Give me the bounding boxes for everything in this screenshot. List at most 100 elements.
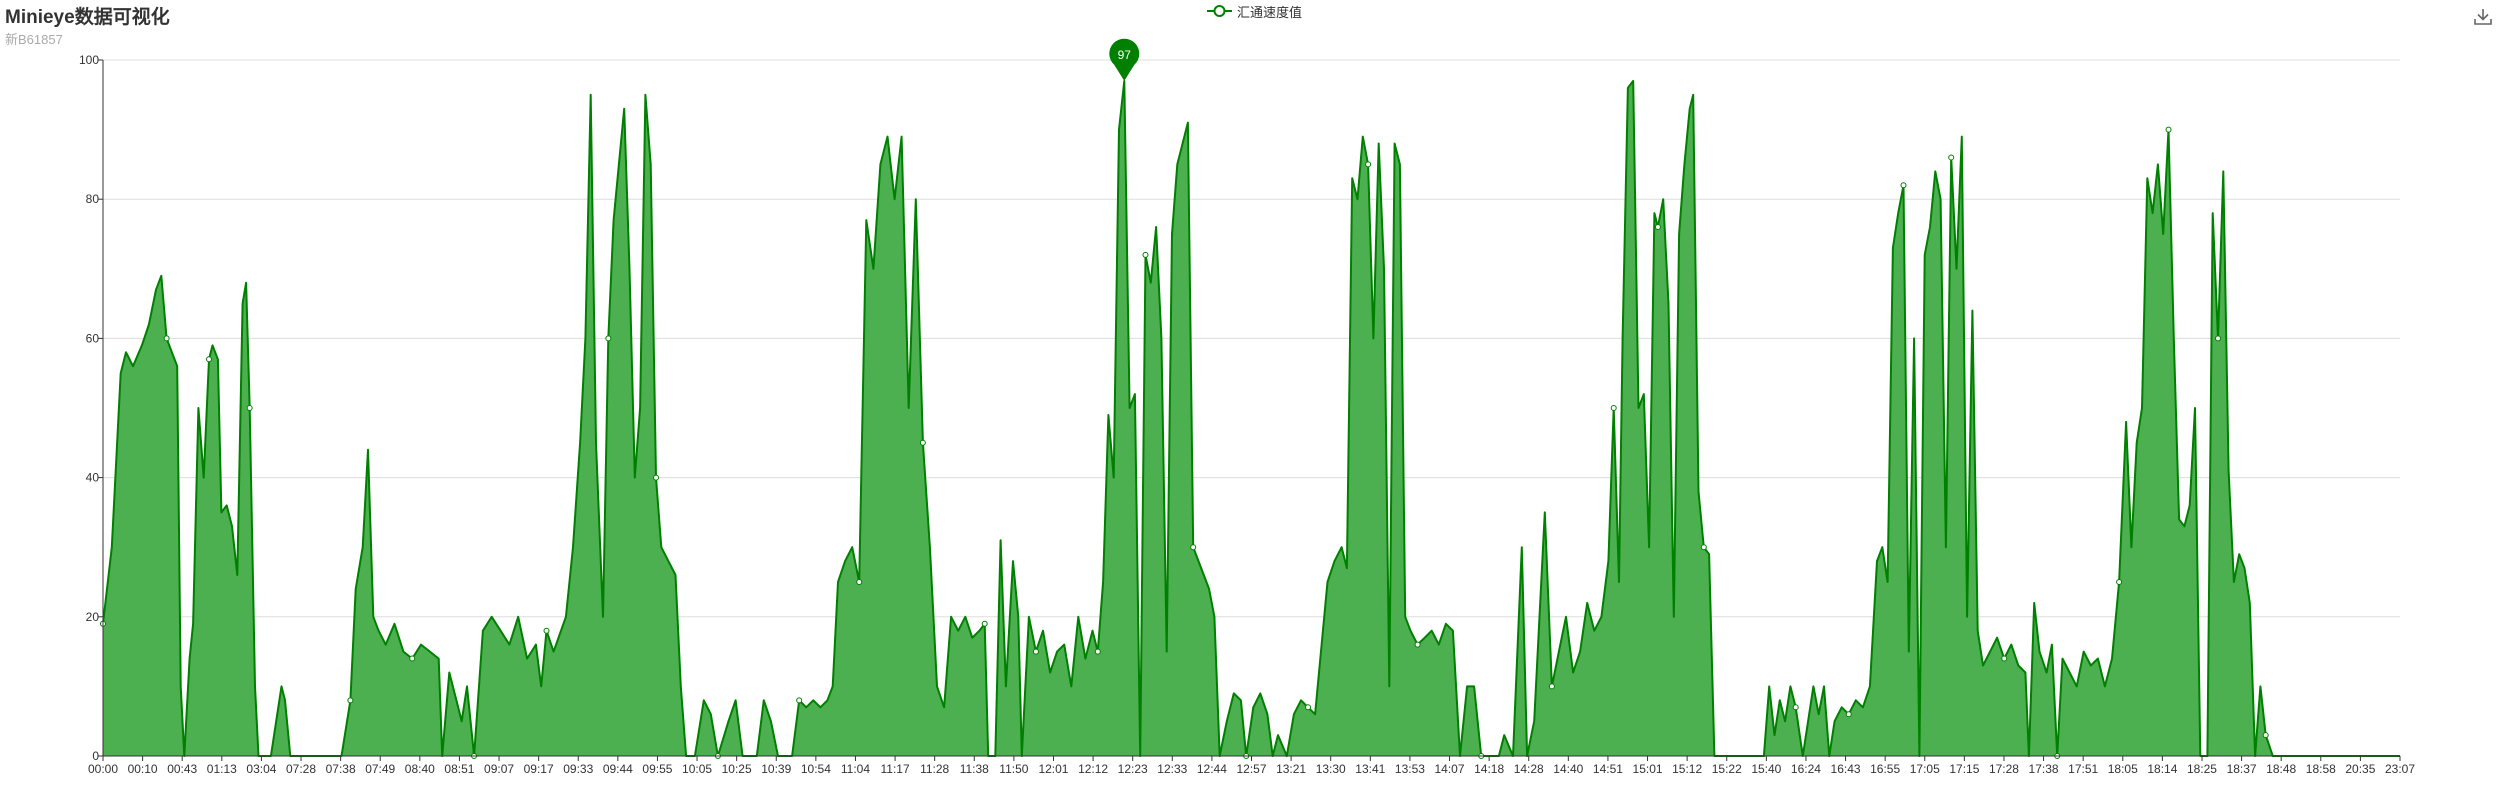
x-tick-label: 15:40 — [1751, 762, 1781, 776]
chart-subtitle: 新B61857 — [5, 32, 63, 47]
series-area — [103, 80, 2400, 756]
download-icon[interactable] — [2472, 6, 2494, 28]
x-tick-label: 11:38 — [960, 762, 989, 776]
x-tick-label: 09:17 — [524, 762, 554, 776]
x-tick-label: 13:53 — [1395, 762, 1425, 776]
data-point — [347, 697, 354, 704]
data-point — [1610, 405, 1617, 411]
max-marker-pin — [1109, 38, 1140, 81]
y-tick-label: 100 — [79, 53, 99, 67]
x-tick-label: 17:38 — [2029, 762, 2059, 776]
y-tick-label: 40 — [86, 471, 100, 485]
data-point — [1548, 683, 1555, 690]
data-point — [246, 405, 253, 411]
data-point — [981, 620, 988, 627]
data-point — [1142, 251, 1149, 258]
data-point — [1365, 161, 1372, 168]
x-tick-label: 15:22 — [1712, 762, 1742, 776]
x-tick-label: 09:44 — [603, 762, 633, 776]
x-tick-label: 09:33 — [563, 762, 593, 776]
x-tick-label: 11:28 — [920, 762, 949, 776]
data-point — [1032, 648, 1039, 655]
data-point — [206, 356, 213, 363]
x-tick-label: 00:43 — [167, 762, 197, 776]
x-tick-label: 12:23 — [1118, 762, 1148, 776]
x-tick-label: 18:48 — [2266, 762, 2296, 776]
x-tick-label: 17:05 — [1910, 762, 1940, 776]
data-point — [1414, 641, 1421, 648]
x-tick-label: 18:37 — [2227, 762, 2257, 776]
x-tick-label: 14:07 — [1435, 762, 1465, 776]
x-tick-label: 14:28 — [1514, 762, 1544, 776]
x-tick-label: 12:57 — [1236, 762, 1266, 776]
x-tick-label: 14:18 — [1474, 762, 1504, 776]
x-tick-label: 12:33 — [1157, 762, 1187, 776]
x-tick-label: 11:50 — [999, 762, 1028, 776]
x-tick-label: 13:41 — [1355, 762, 1385, 776]
x-tick-label: 10:39 — [761, 762, 791, 776]
data-point — [1654, 224, 1661, 231]
x-tick-label: 18:25 — [2187, 762, 2217, 776]
x-tick-label: 12:12 — [1078, 762, 1108, 776]
data-point — [2165, 126, 2172, 133]
x-tick-label: 16:24 — [1791, 762, 1821, 776]
data-point — [2215, 335, 2222, 342]
data-point — [163, 335, 170, 342]
data-point — [1900, 182, 1907, 189]
series-line — [102, 79, 2400, 757]
data-point — [919, 439, 926, 446]
x-tick-label: 12:44 — [1197, 762, 1227, 776]
data-point — [1948, 154, 1955, 161]
x-tick-label: 03:04 — [246, 762, 276, 776]
max-marker-label: 97 — [1118, 48, 1132, 62]
data-point — [1792, 704, 1799, 711]
x-tick-label: 11:17 — [880, 762, 909, 776]
x-tick-label: 20:35 — [2345, 762, 2375, 776]
x-tick-label: 07:49 — [365, 762, 395, 776]
x-tick-label: 17:15 — [1949, 762, 1979, 776]
data-point — [605, 335, 612, 342]
data-point — [1094, 648, 1101, 655]
data-point — [856, 579, 863, 585]
x-tick-label: 23:07 — [2385, 762, 2415, 776]
x-tick-label: 08:51 — [444, 762, 474, 776]
x-tick-label: 09:55 — [642, 762, 672, 776]
x-tick-label: 14:51 — [1593, 762, 1623, 776]
data-point — [2116, 579, 2123, 585]
x-tick-label: 16:55 — [1870, 762, 1900, 776]
x-tick-label: 01:13 — [207, 762, 237, 776]
x-tick-label: 14:40 — [1553, 762, 1583, 776]
x-tick-label: 15:01 — [1633, 762, 1663, 776]
data-point — [1190, 544, 1197, 551]
x-tick-label: 17:28 — [1989, 762, 2019, 776]
x-tick-label: 10:25 — [722, 762, 752, 776]
x-tick-label: 12:01 — [1038, 762, 1068, 776]
data-point — [796, 697, 803, 704]
data-point — [2001, 655, 2008, 662]
legend-item[interactable]: 汇通速度值 — [1207, 1, 1302, 21]
x-tick-label: 07:28 — [286, 762, 316, 776]
x-tick-label: 09:07 — [484, 762, 514, 776]
x-tick-label: 11:04 — [841, 762, 870, 776]
y-tick-label: 80 — [86, 192, 100, 206]
data-point — [1305, 704, 1312, 711]
data-point — [1700, 544, 1707, 551]
x-tick-label: 15:12 — [1672, 762, 1702, 776]
data-point — [653, 474, 660, 481]
x-tick-label: 08:40 — [405, 762, 435, 776]
data-point — [409, 655, 416, 662]
y-tick-label: 60 — [86, 331, 100, 345]
x-tick-label: 18:05 — [2108, 762, 2138, 776]
x-tick-label: 07:38 — [326, 762, 356, 776]
data-point — [1845, 711, 1852, 718]
y-tick-label: 20 — [86, 610, 100, 624]
x-tick-label: 13:30 — [1316, 762, 1346, 776]
legend-label: 汇通速度值 — [1237, 4, 1303, 20]
x-tick-label: 00:00 — [88, 762, 118, 776]
x-tick-label: 10:05 — [682, 762, 712, 776]
chart-title: Minieye数据可视化 — [5, 7, 170, 28]
x-tick-label: 17:51 — [2068, 762, 2098, 776]
data-point — [543, 627, 550, 634]
y-tick-label: 0 — [92, 749, 99, 763]
